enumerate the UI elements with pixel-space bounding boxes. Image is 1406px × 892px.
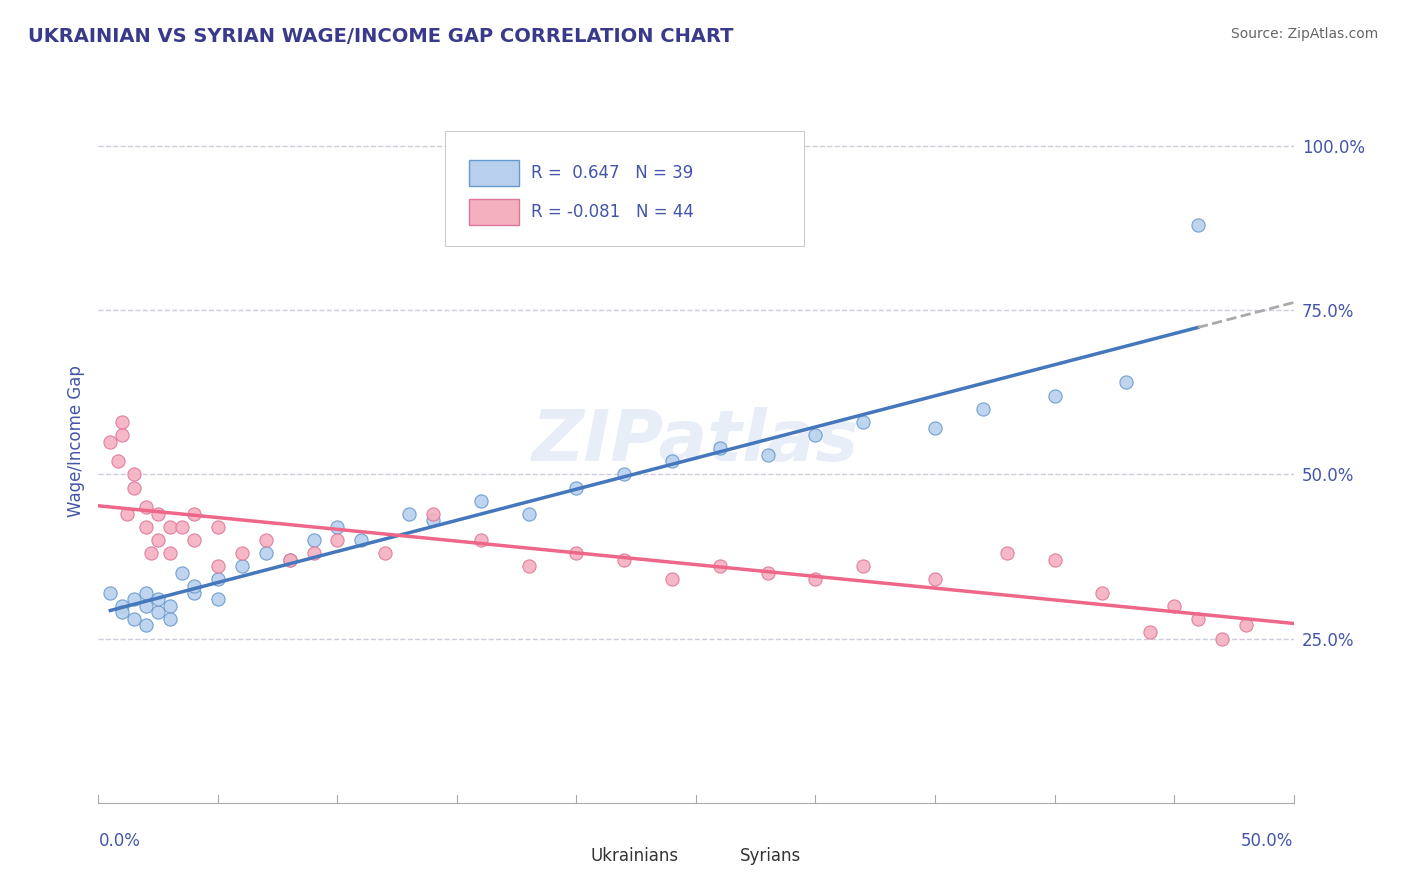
Point — [231, 559, 253, 574]
Point — [565, 546, 588, 560]
Point — [278, 553, 301, 567]
Point — [661, 454, 683, 468]
Point — [302, 533, 325, 547]
Point — [517, 507, 540, 521]
Point — [254, 533, 277, 547]
Point — [422, 513, 444, 527]
Point — [148, 605, 170, 619]
Point — [1043, 388, 1066, 402]
Point — [183, 585, 205, 599]
Point — [709, 441, 731, 455]
Point — [422, 507, 444, 521]
Point — [661, 573, 683, 587]
Text: 50.0%: 50.0% — [1241, 831, 1294, 850]
Point — [709, 559, 731, 574]
FancyBboxPatch shape — [706, 845, 737, 868]
Point — [972, 401, 994, 416]
Point — [470, 533, 492, 547]
Point — [124, 481, 146, 495]
Point — [254, 546, 277, 560]
Text: 0.0%: 0.0% — [98, 831, 141, 850]
Text: UKRAINIAN VS SYRIAN WAGE/INCOME GAP CORRELATION CHART: UKRAINIAN VS SYRIAN WAGE/INCOME GAP CORR… — [28, 27, 734, 45]
Point — [756, 566, 779, 580]
Point — [111, 428, 134, 442]
Text: R = -0.081   N = 44: R = -0.081 N = 44 — [531, 202, 695, 221]
Point — [148, 507, 170, 521]
Text: ZIPatlas: ZIPatlas — [533, 407, 859, 476]
Point — [995, 546, 1018, 560]
Point — [398, 507, 420, 521]
Point — [1091, 585, 1114, 599]
Point — [852, 415, 875, 429]
Point — [852, 559, 875, 574]
Point — [111, 599, 134, 613]
Point — [207, 592, 229, 607]
Point — [135, 520, 157, 534]
Point — [302, 546, 325, 560]
Y-axis label: Wage/Income Gap: Wage/Income Gap — [66, 366, 84, 517]
Point — [374, 546, 396, 560]
FancyBboxPatch shape — [470, 161, 519, 186]
Point — [124, 592, 146, 607]
Point — [98, 434, 122, 449]
Point — [613, 467, 636, 482]
Text: Ukrainians: Ukrainians — [591, 847, 679, 865]
Point — [159, 612, 181, 626]
Point — [207, 573, 229, 587]
Point — [207, 559, 229, 574]
Point — [159, 546, 181, 560]
Point — [924, 573, 946, 587]
Point — [107, 454, 129, 468]
Point — [183, 507, 205, 521]
Text: Source: ZipAtlas.com: Source: ZipAtlas.com — [1230, 27, 1378, 41]
Point — [135, 500, 157, 515]
Point — [124, 467, 146, 482]
Point — [1187, 218, 1209, 232]
Point — [124, 612, 146, 626]
FancyBboxPatch shape — [470, 199, 519, 225]
Point — [350, 533, 373, 547]
Point — [111, 415, 134, 429]
Point — [1163, 599, 1185, 613]
Point — [613, 553, 636, 567]
Point — [1043, 553, 1066, 567]
Point — [148, 533, 170, 547]
Point — [804, 428, 827, 442]
Point — [183, 579, 205, 593]
Text: Syrians: Syrians — [740, 847, 801, 865]
Point — [159, 599, 181, 613]
Point — [1234, 618, 1257, 632]
Point — [148, 592, 170, 607]
Point — [139, 546, 162, 560]
Point — [804, 573, 827, 587]
Point — [115, 507, 138, 521]
Point — [159, 520, 181, 534]
Point — [135, 585, 157, 599]
Point — [1115, 376, 1137, 390]
Point — [565, 481, 588, 495]
Point — [172, 520, 194, 534]
Point — [278, 553, 301, 567]
Point — [172, 566, 194, 580]
Point — [183, 533, 205, 547]
Point — [1187, 612, 1209, 626]
Point — [1211, 632, 1233, 646]
Point — [231, 546, 253, 560]
Point — [111, 605, 134, 619]
Point — [98, 585, 122, 599]
Point — [756, 448, 779, 462]
Point — [207, 520, 229, 534]
Point — [470, 493, 492, 508]
FancyBboxPatch shape — [557, 845, 588, 868]
Point — [517, 559, 540, 574]
Point — [326, 520, 349, 534]
Point — [924, 421, 946, 435]
FancyBboxPatch shape — [446, 131, 804, 246]
Text: R =  0.647   N = 39: R = 0.647 N = 39 — [531, 164, 693, 182]
Point — [326, 533, 349, 547]
Point — [135, 618, 157, 632]
Point — [1139, 625, 1161, 640]
Point — [135, 599, 157, 613]
